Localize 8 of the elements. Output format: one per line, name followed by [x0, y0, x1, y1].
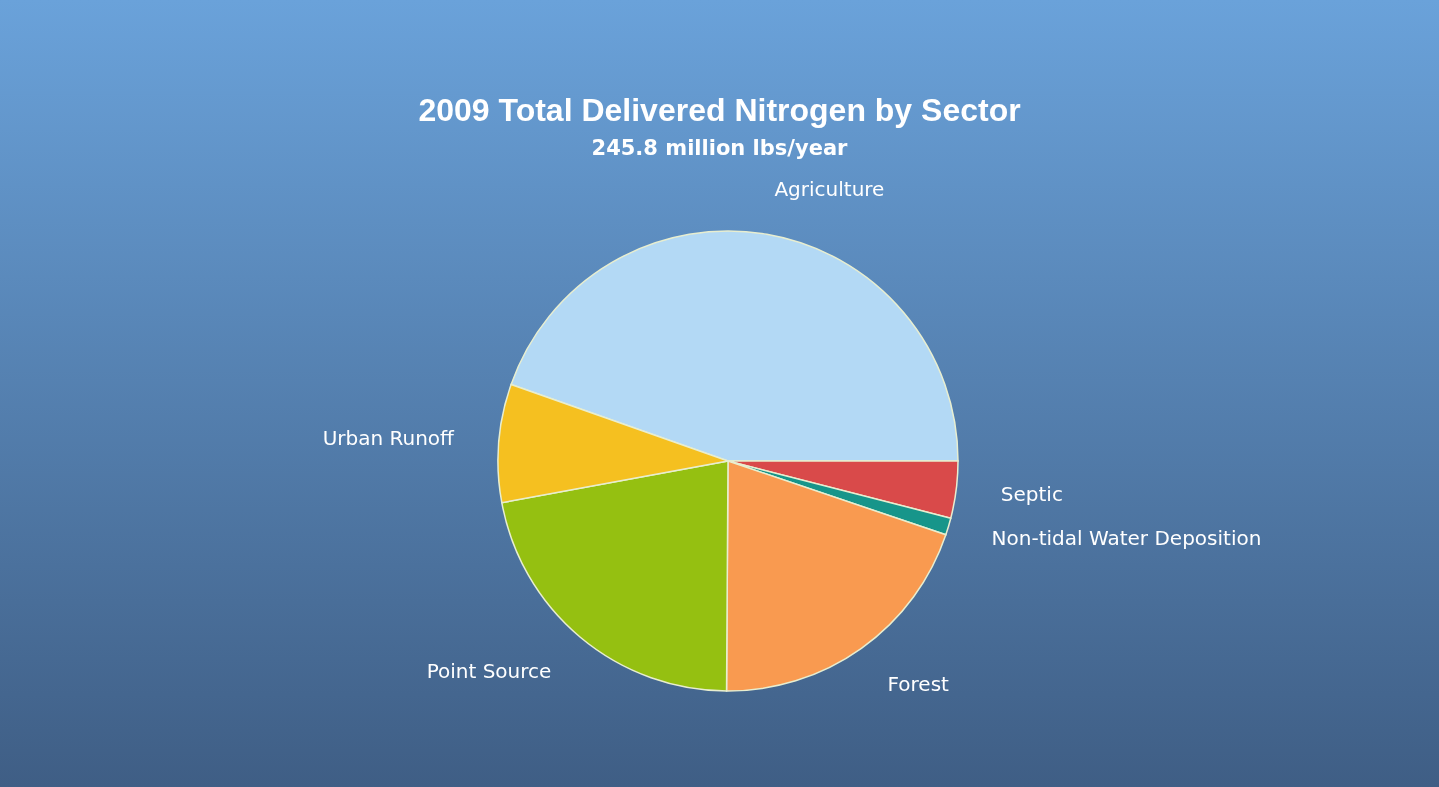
slice-label: Septic — [1000, 482, 1063, 507]
slice-label: Non-tidal Water Deposition — [991, 526, 1262, 551]
slice-label: Agriculture — [774, 176, 885, 201]
slice-label: Point Source — [426, 658, 552, 683]
slice-label: Forest — [887, 671, 950, 696]
chart-subtitle: 245.8 million lbs/year — [591, 136, 849, 160]
slice-label: Urban Runoff — [322, 426, 456, 451]
chart-title: 2009 Total Delivered Nitrogen by Sector — [418, 92, 1021, 128]
